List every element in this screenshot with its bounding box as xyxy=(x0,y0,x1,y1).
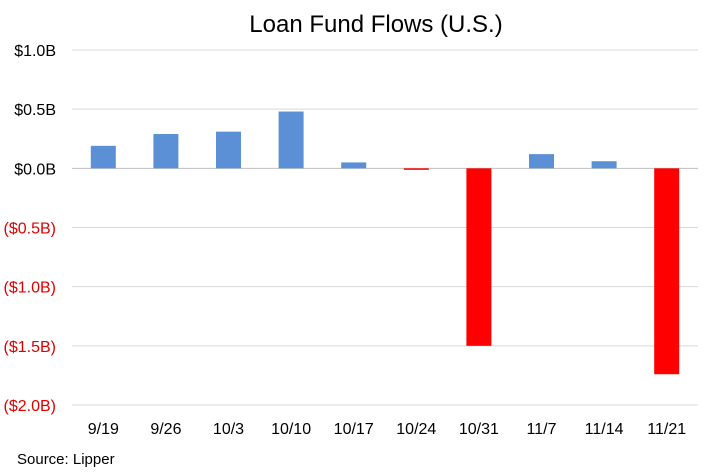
x-axis-tick-labels: 9/19 9/26 10/3 10/10 10/17 10/24 10/31 11/7 11/1… xyxy=(88,421,686,438)
x-tick-label: 9/26 xyxy=(150,421,181,438)
y-tick-label: ($1.5B) xyxy=(4,339,56,356)
bar-9-26 xyxy=(153,134,179,169)
x-tick-label: 9/19 xyxy=(88,421,119,438)
bar-9-19 xyxy=(90,145,116,169)
x-tick-label: 10/17 xyxy=(334,421,374,438)
y-tick-label: $0.0B xyxy=(14,161,56,178)
y-axis-tick-labels: $1.0B $0.5B $0.0B ($0.5B) ($1.0B) ($1.5B) ($2.… xyxy=(4,43,56,415)
bar-10-17 xyxy=(341,162,367,169)
x-tick-label: 10/10 xyxy=(271,421,311,438)
bars xyxy=(90,111,680,375)
y-tick-label: $1.0B xyxy=(14,43,56,60)
y-tick-label: ($2.0B) xyxy=(4,398,56,415)
source-note: Source: Lipper xyxy=(17,451,115,468)
chart-title: Loan Fund Flows (U.S.) xyxy=(249,11,502,38)
bar-11-21 xyxy=(654,168,680,375)
y-tick-label: ($0.5B) xyxy=(4,221,56,238)
x-tick-label: 10/31 xyxy=(459,421,499,438)
bar-10-24 xyxy=(403,168,429,170)
bar-10-10 xyxy=(278,111,304,169)
bar-11-14 xyxy=(591,161,617,169)
y-tick-label: $0.5B xyxy=(14,102,56,119)
bar-10-31 xyxy=(466,168,492,346)
bar-11-7 xyxy=(529,154,554,169)
x-tick-label: 10/3 xyxy=(213,421,244,438)
bar-10-3 xyxy=(216,131,241,169)
x-tick-label: 10/24 xyxy=(396,421,436,438)
x-tick-label: 11/14 xyxy=(585,421,624,438)
x-tick-label: 11/7 xyxy=(527,421,557,438)
gridlines xyxy=(72,49,698,406)
y-tick-label: ($1.0B) xyxy=(4,280,56,297)
x-tick-label: 11/21 xyxy=(647,421,686,438)
